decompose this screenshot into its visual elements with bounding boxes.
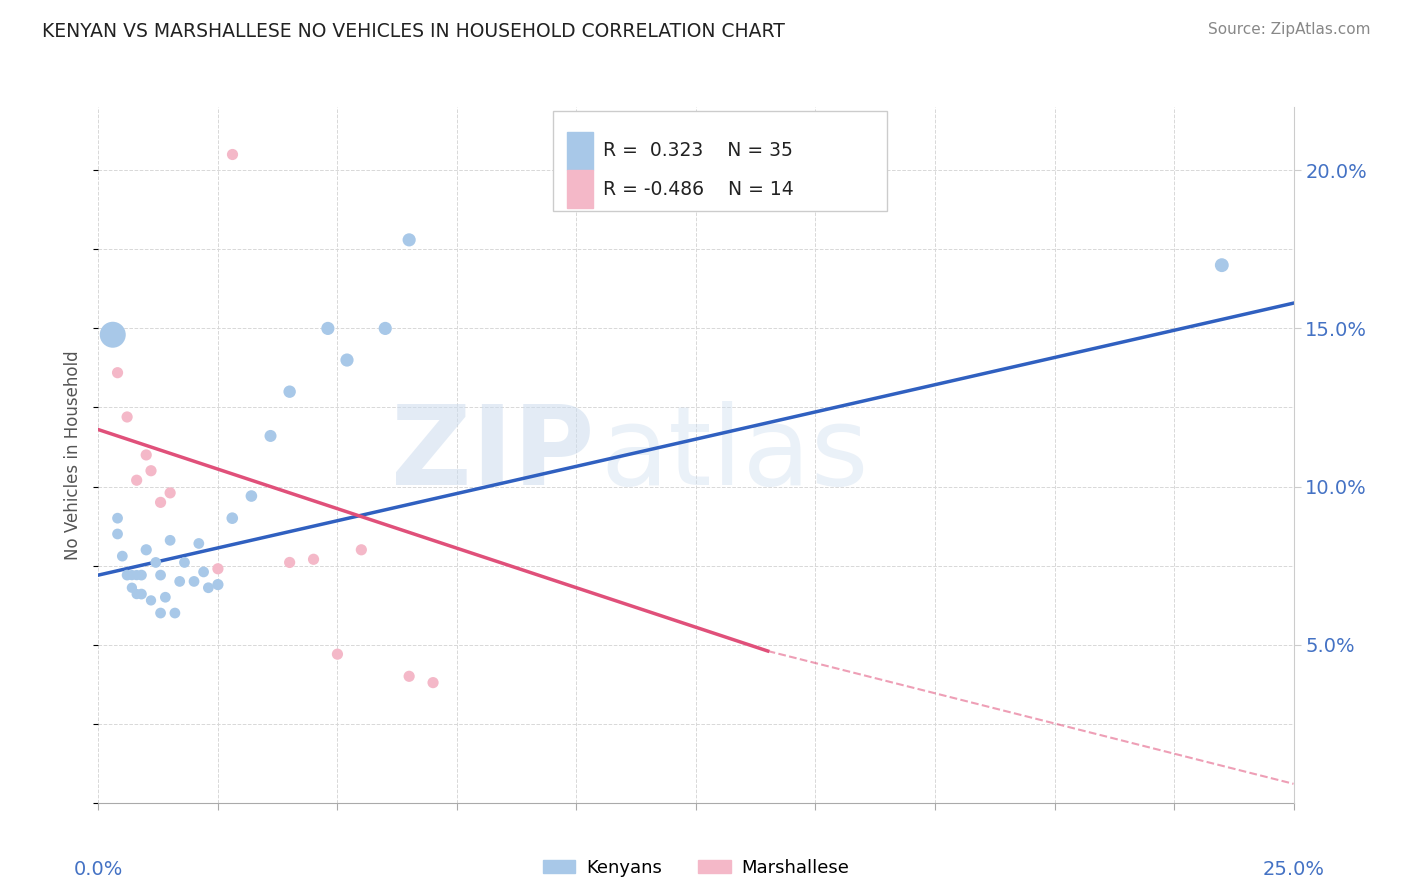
Point bbox=[187, 536, 209, 550]
Point bbox=[115, 409, 138, 424]
Text: R =  0.323    N = 35: R = 0.323 N = 35 bbox=[603, 141, 793, 161]
Point bbox=[183, 574, 205, 589]
Text: Source: ZipAtlas.com: Source: ZipAtlas.com bbox=[1208, 22, 1371, 37]
Point bbox=[336, 353, 359, 368]
Point bbox=[207, 562, 229, 576]
Point bbox=[121, 581, 143, 595]
Point bbox=[159, 486, 181, 500]
Point bbox=[125, 473, 148, 487]
Point bbox=[374, 321, 396, 335]
Point bbox=[197, 581, 219, 595]
Text: R = -0.486    N = 14: R = -0.486 N = 14 bbox=[603, 179, 793, 199]
Point bbox=[278, 556, 301, 570]
Point bbox=[145, 556, 167, 570]
Point bbox=[107, 527, 129, 541]
Point bbox=[155, 591, 177, 605]
Point bbox=[115, 568, 138, 582]
Text: 25.0%: 25.0% bbox=[1263, 860, 1324, 879]
Point bbox=[398, 233, 420, 247]
Point bbox=[121, 568, 143, 582]
Text: KENYAN VS MARSHALLESE NO VEHICLES IN HOUSEHOLD CORRELATION CHART: KENYAN VS MARSHALLESE NO VEHICLES IN HOU… bbox=[42, 22, 785, 41]
Point bbox=[302, 552, 325, 566]
Point bbox=[135, 542, 157, 557]
Point bbox=[131, 568, 153, 582]
Point bbox=[149, 606, 172, 620]
Point bbox=[316, 321, 339, 335]
Point bbox=[125, 568, 148, 582]
Text: ZIP: ZIP bbox=[391, 401, 595, 508]
Point bbox=[1211, 258, 1233, 272]
Point bbox=[149, 495, 172, 509]
Point bbox=[163, 606, 186, 620]
Point bbox=[207, 577, 229, 591]
Point bbox=[159, 533, 181, 548]
Point bbox=[193, 565, 215, 579]
Point bbox=[169, 574, 191, 589]
Legend: Kenyans, Marshallese: Kenyans, Marshallese bbox=[536, 852, 856, 884]
Point bbox=[139, 464, 162, 478]
Point bbox=[221, 147, 243, 161]
Point bbox=[326, 647, 349, 661]
Point bbox=[278, 384, 301, 399]
Point bbox=[398, 669, 420, 683]
Text: 0.0%: 0.0% bbox=[73, 860, 124, 879]
Point bbox=[350, 542, 373, 557]
Point bbox=[107, 366, 129, 380]
Point bbox=[131, 587, 153, 601]
Y-axis label: No Vehicles in Household: No Vehicles in Household bbox=[65, 350, 83, 560]
Point bbox=[111, 549, 134, 563]
Point bbox=[125, 587, 148, 601]
Point bbox=[173, 556, 195, 570]
Point bbox=[101, 327, 124, 342]
Point bbox=[221, 511, 243, 525]
Point bbox=[240, 489, 263, 503]
Point bbox=[422, 675, 444, 690]
Point bbox=[135, 448, 157, 462]
Text: atlas: atlas bbox=[600, 401, 869, 508]
Point bbox=[139, 593, 162, 607]
Point bbox=[107, 511, 129, 525]
Point bbox=[259, 429, 281, 443]
Point bbox=[149, 568, 172, 582]
